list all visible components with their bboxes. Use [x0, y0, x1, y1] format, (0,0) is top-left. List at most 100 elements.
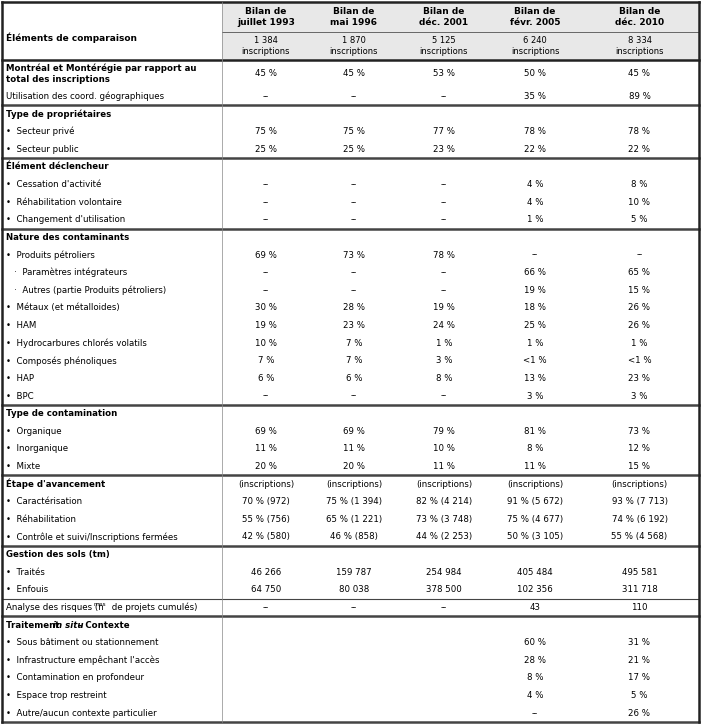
- Text: •  Cessation d'activité: • Cessation d'activité: [6, 180, 102, 189]
- Text: 28 %: 28 %: [524, 656, 546, 665]
- Text: 25 %: 25 %: [255, 145, 277, 154]
- Text: •  BPC: • BPC: [6, 392, 34, 400]
- Text: --: --: [441, 392, 447, 400]
- Text: 8 334
inscriptions: 8 334 inscriptions: [615, 36, 664, 56]
- Text: 64 750: 64 750: [251, 585, 281, 594]
- Text: Analyse des risques (n: Analyse des risques (n: [6, 603, 104, 612]
- Text: 7 %: 7 %: [346, 356, 362, 366]
- Text: 20 %: 20 %: [255, 462, 277, 471]
- Text: --: --: [351, 180, 357, 189]
- Text: 78 %: 78 %: [524, 127, 546, 136]
- Text: 8 %: 8 %: [526, 445, 543, 453]
- Text: 13 %: 13 %: [524, 374, 546, 383]
- Text: •  Contamination en profondeur: • Contamination en profondeur: [6, 673, 144, 683]
- Text: 11 %: 11 %: [433, 462, 455, 471]
- Text: --: --: [263, 603, 269, 612]
- Text: 10 %: 10 %: [255, 339, 277, 348]
- Text: 19 %: 19 %: [433, 303, 455, 313]
- Text: •  Réhabilitation: • Réhabilitation: [6, 515, 76, 524]
- Text: 5 %: 5 %: [631, 691, 648, 700]
- Text: 45 %: 45 %: [629, 70, 651, 78]
- Text: 79 %: 79 %: [433, 426, 455, 436]
- Text: 70 % (972): 70 % (972): [242, 497, 290, 506]
- Text: 44 % (2 253): 44 % (2 253): [416, 532, 472, 542]
- Text: 55 % (4 568): 55 % (4 568): [611, 532, 667, 542]
- Text: •  HAM: • HAM: [6, 321, 36, 330]
- Text: Étape d'avancement: Étape d'avancement: [6, 479, 105, 489]
- Text: 1 %: 1 %: [526, 339, 543, 348]
- Text: 53 %: 53 %: [433, 70, 455, 78]
- Text: Type de propriétaires: Type de propriétaires: [6, 109, 111, 119]
- Text: 3 %: 3 %: [526, 392, 543, 400]
- Text: 110: 110: [631, 603, 648, 612]
- Text: 91 % (5 672): 91 % (5 672): [507, 497, 563, 506]
- Text: 65 % (1 221): 65 % (1 221): [326, 515, 382, 524]
- Text: --: --: [351, 198, 357, 207]
- Text: Élément déclencheur: Élément déclencheur: [6, 162, 109, 172]
- Text: •  Secteur privé: • Secteur privé: [6, 127, 74, 137]
- Text: 6 %: 6 %: [346, 374, 362, 383]
- Text: •  Hydrocarbures chlorés volatils: • Hydrocarbures chlorés volatils: [6, 338, 147, 348]
- Text: 78 %: 78 %: [433, 251, 455, 260]
- Text: 82 % (4 214): 82 % (4 214): [416, 497, 472, 506]
- Text: (inscriptions): (inscriptions): [326, 479, 382, 489]
- Text: 10 %: 10 %: [629, 198, 651, 207]
- Text: 1 %: 1 %: [631, 339, 648, 348]
- Text: 11 %: 11 %: [524, 462, 546, 471]
- Text: Montréal et Montérégie par rapport au
total des inscriptions: Montréal et Montérégie par rapport au to…: [6, 64, 196, 84]
- Text: •  Réhabilitation volontaire: • Réhabilitation volontaire: [6, 198, 122, 207]
- Text: •  Autre/aucun contexte particulier: • Autre/aucun contexte particulier: [6, 709, 156, 717]
- Text: (inscriptions): (inscriptions): [611, 479, 667, 489]
- Text: •  Composés phénoliques: • Composés phénoliques: [6, 356, 117, 366]
- Text: --: --: [441, 286, 447, 295]
- Text: --: --: [263, 392, 269, 400]
- Text: Bilan de
déc. 2001: Bilan de déc. 2001: [419, 7, 468, 27]
- Text: Traitement: Traitement: [6, 620, 62, 630]
- Text: 495 581: 495 581: [622, 568, 658, 577]
- Text: 159 787: 159 787: [336, 568, 372, 577]
- Text: 4 %: 4 %: [526, 180, 543, 189]
- Text: 21 %: 21 %: [629, 656, 651, 665]
- Text: (inscriptions): (inscriptions): [507, 479, 563, 489]
- Text: 45 %: 45 %: [255, 70, 277, 78]
- Text: 35 %: 35 %: [524, 92, 546, 101]
- Text: 75 %: 75 %: [255, 127, 277, 136]
- Text: --: --: [532, 709, 538, 717]
- Text: 75 % (4 677): 75 % (4 677): [507, 515, 563, 524]
- Text: --: --: [532, 251, 538, 260]
- Text: •  Produits pétroliers: • Produits pétroliers: [6, 251, 95, 260]
- Text: •  Inorganique: • Inorganique: [6, 445, 68, 453]
- Text: 1 870
inscriptions: 1 870 inscriptions: [329, 36, 379, 56]
- Text: 73 % (3 748): 73 % (3 748): [416, 515, 472, 524]
- Text: mes: mes: [94, 602, 107, 607]
- Text: •  Sous bâtiment ou stationnement: • Sous bâtiment ou stationnement: [6, 639, 158, 647]
- Text: 3 %: 3 %: [631, 392, 648, 400]
- Text: 15 %: 15 %: [629, 462, 651, 471]
- Text: 378 500: 378 500: [426, 585, 462, 594]
- Text: •  Caractérisation: • Caractérisation: [6, 497, 82, 506]
- Text: --: --: [441, 268, 447, 277]
- Text: 11 %: 11 %: [255, 445, 277, 453]
- Text: 55 % (756): 55 % (756): [242, 515, 290, 524]
- Text: Utilisation des coord. géographiques: Utilisation des coord. géographiques: [6, 92, 164, 101]
- Text: 15 %: 15 %: [629, 286, 651, 295]
- Text: 7 %: 7 %: [258, 356, 274, 366]
- Text: 28 %: 28 %: [343, 303, 365, 313]
- Text: --: --: [263, 215, 269, 224]
- Text: 77 %: 77 %: [433, 127, 455, 136]
- Text: 5 125
inscriptions: 5 125 inscriptions: [420, 36, 468, 56]
- Text: 42 % (580): 42 % (580): [242, 532, 290, 542]
- Text: --: --: [263, 180, 269, 189]
- Text: Bilan de
mai 1996: Bilan de mai 1996: [330, 7, 378, 27]
- Text: (inscriptions): (inscriptions): [416, 479, 472, 489]
- Text: 8 %: 8 %: [526, 673, 543, 683]
- Text: --: --: [263, 92, 269, 101]
- Text: 80 038: 80 038: [339, 585, 369, 594]
- Text: 6 %: 6 %: [258, 374, 274, 383]
- Text: --: --: [441, 180, 447, 189]
- Text: <1 %: <1 %: [627, 356, 651, 366]
- Text: •  Espace trop restreint: • Espace trop restreint: [6, 691, 107, 700]
- Text: --: --: [351, 286, 357, 295]
- Text: --: --: [441, 215, 447, 224]
- Text: 75 % (1 394): 75 % (1 394): [326, 497, 382, 506]
